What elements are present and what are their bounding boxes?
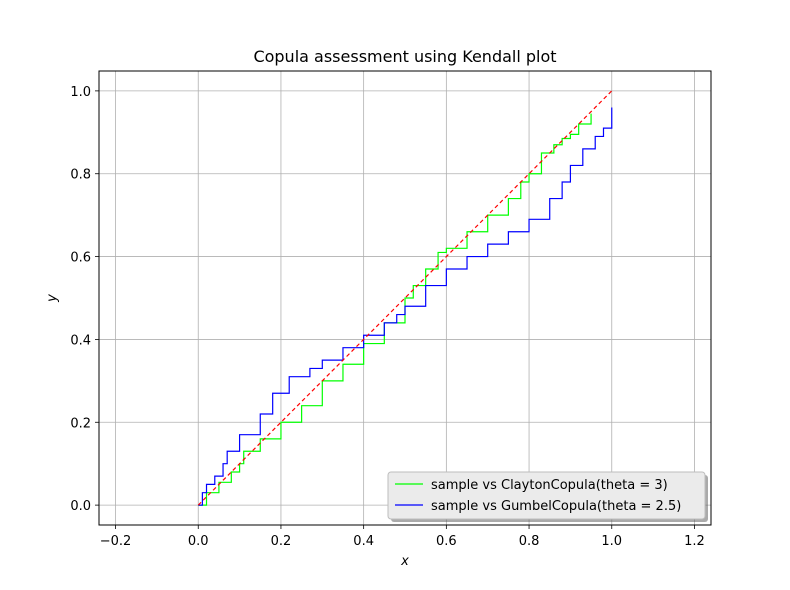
y-tick-label: 0.2: [70, 416, 91, 431]
y-tick-label: 1.0: [70, 85, 91, 100]
legend-box: [387, 471, 706, 520]
x-ticks: −0.2 0.0 0.2 0.4 0.6 0.8 1.0 1.2: [100, 525, 705, 549]
x-tick-label: 0.2: [271, 534, 292, 549]
x-tick-label: 0.8: [519, 534, 540, 549]
series-layer: [197, 90, 613, 506]
y-tick-label: 0.8: [70, 168, 91, 183]
x-tick-label: 0.0: [188, 534, 209, 549]
legend: sample vs ClaytonCopula(theta = 3) sampl…: [387, 471, 708, 522]
x-tick-label: 1.0: [601, 534, 622, 549]
y-ticks: 0.0 0.2 0.4 0.6 0.8 1.0: [70, 85, 99, 514]
x-tick-label: 1.2: [684, 534, 705, 549]
x-tick-label: 0.6: [436, 534, 457, 549]
y-tick-label: 0.0: [70, 499, 91, 514]
legend-label-gumbel: sample vs GumbelCopula(theta = 2.5): [431, 499, 681, 514]
x-axis-label: x: [400, 554, 409, 569]
plot-frame: [98, 70, 712, 526]
chart-title: Copula assessment using Kendall plot: [253, 47, 556, 66]
y-axis-label: y: [45, 294, 60, 303]
legend-label-clayton: sample vs ClaytonCopula(theta = 3): [431, 478, 668, 493]
y-tick-label: 0.6: [70, 251, 91, 266]
y-tick-label: 0.4: [70, 333, 91, 348]
x-tick-label: −0.2: [100, 534, 132, 549]
x-tick-label: 0.4: [353, 534, 374, 549]
series-line-gumbel: [198, 107, 613, 506]
